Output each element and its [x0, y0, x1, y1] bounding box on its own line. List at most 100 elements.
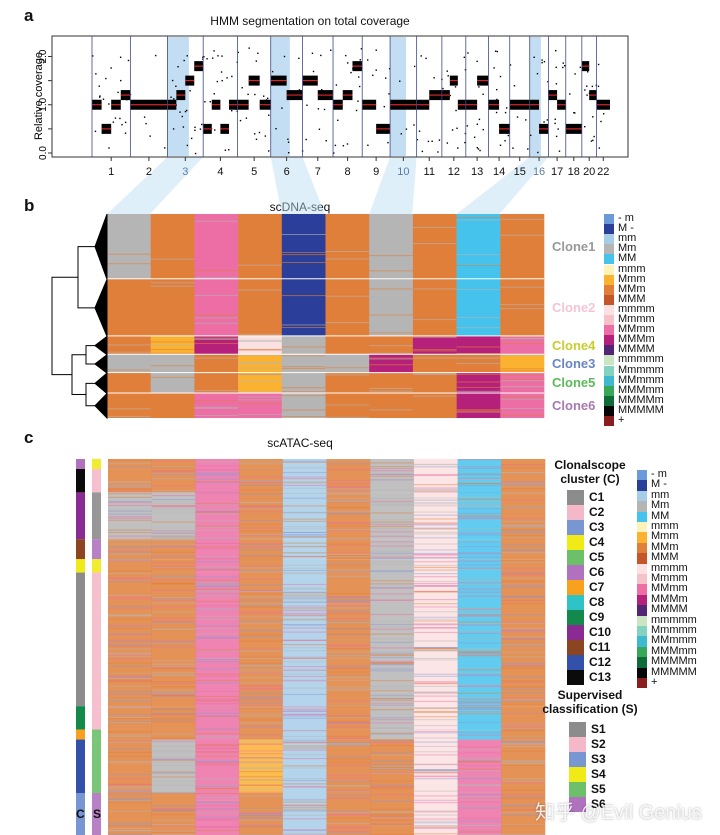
heatmap-row-noise: [325, 258, 370, 260]
heatmap-row-noise: [108, 459, 152, 462]
heatmap-row-noise: [239, 593, 283, 595]
dendrogram-leaf-fan: [94, 353, 108, 375]
heatmap-row-noise: [501, 488, 545, 490]
heatmap-row-noise: [413, 505, 458, 507]
heatmap-cell: [151, 539, 196, 560]
heatmap-row-noise: [370, 697, 414, 700]
heatmap-row-noise: [195, 558, 240, 560]
heatmap-row-noise: [501, 464, 545, 466]
heatmap-row-noise: [413, 553, 458, 556]
heatmap-row-noise: [194, 269, 239, 271]
heatmap-row-noise: [282, 567, 327, 569]
legend-label: mmmm: [651, 561, 688, 574]
outlier-point: [346, 143, 349, 145]
heatmap-row-noise: [501, 667, 545, 669]
track-s-cell: [92, 459, 101, 470]
heatmap-row-noise: [501, 796, 545, 798]
heatmap-row-noise: [108, 500, 152, 503]
heatmap-row-noise: [151, 582, 196, 584]
heatmap-cell: [501, 572, 546, 707]
heatmap-row-noise: [457, 706, 502, 708]
heatmap-row-noise: [501, 760, 545, 762]
heatmap-cell: [369, 393, 414, 418]
heatmap-cell: [281, 279, 326, 337]
outlier-point: [574, 73, 576, 75]
panel-b-letter: b: [24, 196, 35, 215]
heatmap-row-noise: [457, 621, 502, 623]
heatmap-row-noise: [282, 818, 327, 820]
heatmap-row-noise: [282, 786, 327, 788]
heatmap-row-noise: [326, 488, 371, 490]
outlier-point: [457, 147, 459, 149]
heatmap-row-noise: [238, 280, 282, 282]
heatmap-row-noise: [151, 539, 196, 542]
dendrogram-leaf-fan: [94, 372, 108, 395]
heatmap-row-noise: [282, 767, 327, 769]
heatmap-row-noise: [239, 537, 283, 539]
heatmap-row-noise: [195, 510, 240, 512]
heatmap-row-noise: [457, 612, 502, 614]
heatmap-row-noise: [500, 308, 544, 310]
legend-label: +: [651, 676, 658, 688]
dendrogram-branch: [85, 382, 95, 407]
outlier-point: [204, 101, 206, 103]
heatmap-row-noise: [151, 694, 196, 696]
heatmap-row-noise: [239, 596, 283, 598]
heatmap-row-noise: [501, 577, 545, 579]
heatmap-row-noise: [457, 829, 502, 831]
outlier-point: [368, 101, 370, 103]
heatmap-row-noise: [239, 726, 283, 728]
outlier-point: [451, 129, 454, 131]
heatmap-row-noise: [239, 662, 283, 664]
heatmap-row-noise: [108, 676, 152, 678]
heatmap-row-noise: [239, 815, 283, 817]
heatmap-row-noise: [239, 484, 283, 486]
heatmap-row-noise: [282, 687, 327, 689]
heatmap-row-noise: [500, 407, 544, 409]
heatmap-row-noise: [457, 614, 502, 616]
heatmap-row-noise: [281, 355, 326, 357]
heatmap-row-noise: [326, 817, 371, 819]
outlier-point: [181, 115, 184, 118]
chromosome-4: [203, 50, 239, 151]
heatmap-row-noise: [501, 763, 545, 765]
heatmap-row-noise: [151, 566, 196, 569]
heatmap-cell: [238, 354, 283, 374]
outlier-point: [201, 123, 203, 126]
heatmap-row-noise: [413, 591, 458, 593]
heatmap-row-noise: [238, 340, 282, 342]
heatmap-row-noise: [239, 808, 283, 810]
heatmap-row-noise: [194, 414, 239, 416]
heatmap-cell: [108, 469, 152, 493]
heatmap-cell: [107, 336, 151, 355]
heatmap-row-noise: [195, 568, 240, 570]
heatmap-row-noise: [413, 627, 458, 629]
heatmap-row-noise: [239, 779, 283, 781]
outlier-point: [541, 59, 543, 61]
heatmap-row-noise: [501, 531, 545, 533]
heatmap-row-noise: [151, 825, 196, 827]
outlier-point: [530, 134, 532, 137]
heatmap-row-noise: [457, 532, 502, 534]
heatmap-cell: [194, 336, 239, 355]
legend-label: MM: [618, 252, 637, 265]
heatmap-row-noise: [413, 511, 458, 513]
heatmap-row-noise: [501, 697, 545, 699]
legend-label: C12: [589, 655, 612, 669]
clone-block-clone5: [107, 373, 545, 395]
outlier-point: [574, 112, 576, 114]
heatmap-row-noise: [108, 665, 152, 667]
heatmap-row-noise: [457, 833, 502, 835]
heatmap-row-noise: [239, 630, 283, 632]
heatmap-row-noise: [326, 543, 371, 545]
heatmap-cell: [282, 739, 327, 793]
heatmap-row-noise: [108, 559, 152, 561]
heatmap-row-noise: [457, 698, 502, 700]
heatmap-row-noise: [326, 689, 371, 691]
heatmap-row-noise: [107, 344, 151, 346]
heatmap-row-noise: [326, 813, 371, 815]
heatmap-row-noise: [501, 743, 545, 745]
heatmap-row-noise: [501, 520, 545, 523]
heatmap-row-noise: [413, 675, 458, 677]
heatmap-row-noise: [108, 721, 152, 724]
